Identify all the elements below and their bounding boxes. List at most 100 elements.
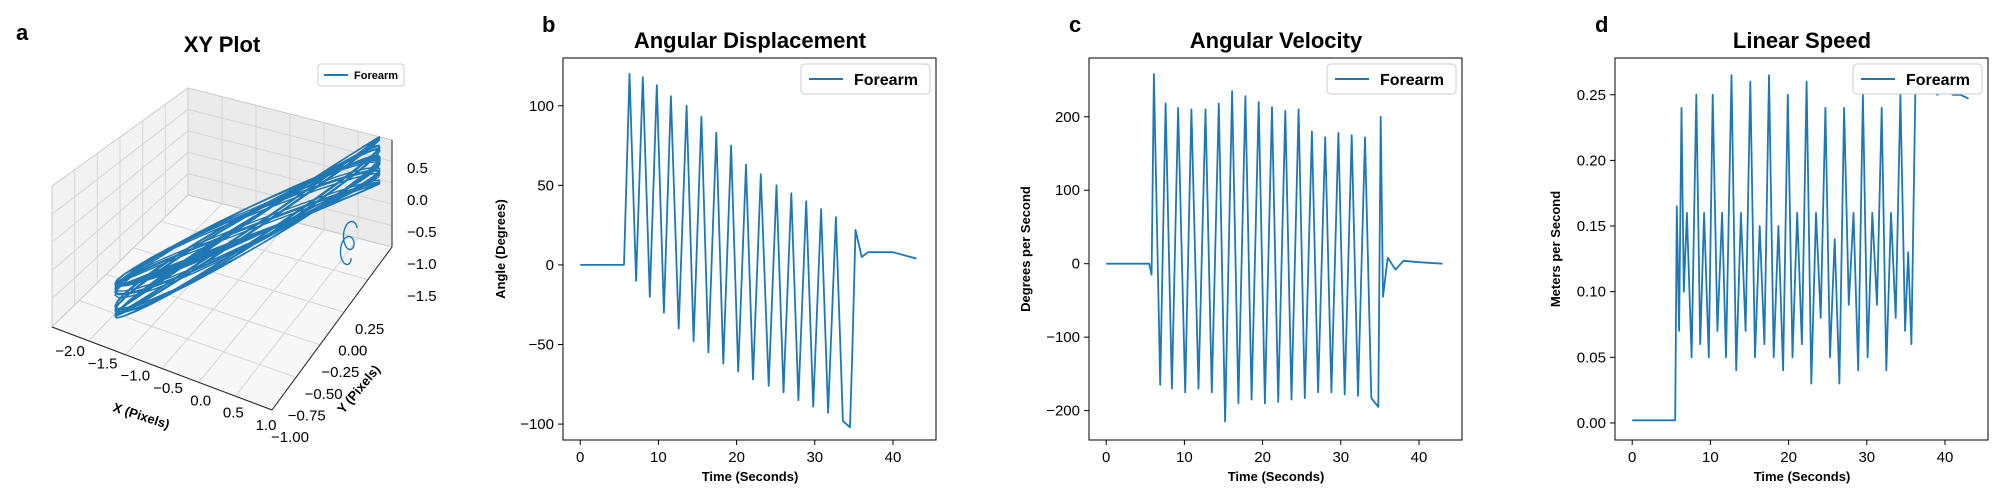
panel-a-gridline — [51, 151, 189, 271]
panel-a-ztick-label: 0.0 — [407, 192, 428, 209]
panel-c-ytick-label: −100 — [1046, 329, 1080, 346]
panel-a-ytick-label: 0.00 — [338, 343, 367, 360]
panel-a-gridline — [51, 109, 189, 215]
panel-a-xtick-label: −0.5 — [153, 380, 183, 397]
panel-d-ytick-label: 0.15 — [1577, 218, 1606, 235]
panel-a-ztick-label: −1.5 — [407, 288, 437, 305]
panel-d-xtick-label: 40 — [1937, 449, 1954, 466]
panel-b-xtick-label: 20 — [728, 449, 745, 466]
panel-b-legend-label: Forearm — [854, 72, 918, 89]
panel-d-xtick-label: 0 — [1628, 449, 1636, 466]
panel-a-xtick-label: 0.5 — [223, 405, 244, 422]
panel-b-xtick-label: 30 — [806, 449, 823, 466]
panel-a-gridline — [160, 220, 369, 281]
panel-d-ytick-label: 0.05 — [1577, 349, 1606, 366]
panel-d-ytick-label: 0.10 — [1577, 284, 1606, 301]
panel-a-trajectory — [114, 136, 381, 319]
panel-c-ytick-label: 0 — [1072, 256, 1080, 273]
panel-a-gridline — [161, 220, 291, 369]
panel-d-x-label: Time (Seconds) — [1754, 469, 1851, 484]
panel-b-y-label: Angle (Degrees) — [493, 199, 508, 299]
panel-b-plot-frame — [562, 57, 937, 441]
panel-c-ticks: 0 10 20 30 40 −200 −100 0 100 200 — [1046, 109, 1427, 466]
panel-c-title: Angular Velocity — [1190, 28, 1363, 53]
panel-a-xtick-label: −2.0 — [55, 343, 85, 360]
panel-c-xtick-label: 30 — [1332, 449, 1349, 466]
panel-a-xtick-label: −1.0 — [121, 368, 151, 385]
panel-d-legend: Forearm — [1852, 63, 1983, 95]
panel-d-ytick-label: 0.25 — [1577, 87, 1606, 104]
panel-c-angular-velocity: c Angular Velocity 0 10 20 30 40 −200 −100 0 100… — [1018, 12, 1463, 484]
panel-b-legend-box — [800, 63, 931, 95]
panel-b-series-forearm — [580, 73, 917, 429]
panel-c-series-forearm — [1106, 73, 1443, 423]
panel-c-legend: Forearm — [1326, 63, 1457, 95]
panel-c-x-label: Time (Seconds) — [1228, 469, 1325, 484]
panel-a-ytick-label: −1.00 — [271, 429, 309, 446]
panel-c-legend-label: Forearm — [1380, 72, 1444, 89]
panel-b-ytick-label: 100 — [529, 98, 554, 115]
panel-c-ytick-label: 200 — [1055, 109, 1080, 126]
panel-a-xtick-label: 0.0 — [190, 392, 211, 409]
panel-d-legend-box — [1852, 63, 1983, 95]
panel-a-gridline — [198, 229, 325, 383]
panel-b-forearm-line — [580, 73, 917, 429]
panel-a-y-axis-line — [271, 246, 393, 411]
panel-b-angular-displacement: b Angular Displacement 0 10 20 30 40−100−500… — [493, 12, 937, 484]
panel-c-letter: c — [1069, 12, 1081, 37]
panel-a-xtick-label: −1.5 — [88, 355, 118, 372]
panel-c-xtick-label: 10 — [1176, 449, 1193, 466]
panel-a-gridline — [51, 130, 189, 243]
panel-b-x-label: Time (Seconds) — [702, 469, 799, 484]
panel-c-y-label: Degrees per Second — [1018, 186, 1033, 312]
panel-d-y-label: Meters per Second — [1548, 191, 1563, 307]
panel-c-forearm-line — [1106, 73, 1443, 423]
panel-d-series-forearm — [1632, 74, 1969, 422]
panel-d-ticks: 0 10 20 30 40 0.00 0.05 0.10 0.15 0.20 0.25 — [1577, 87, 1954, 466]
panel-a-x-axis-line — [51, 326, 273, 411]
panel-a-legend-box — [317, 63, 405, 87]
panel-d-title: Linear Speed — [1733, 28, 1871, 53]
panel-a-legend: Forearm — [317, 63, 405, 87]
panel-a-forearm-line — [114, 136, 381, 319]
panel-c-xtick-label: 40 — [1411, 449, 1428, 466]
panel-a-ztick-label: 0.5 — [407, 160, 428, 177]
panel-c-ytick-label: 100 — [1055, 182, 1080, 199]
panel-d-xtick-label: 10 — [1702, 449, 1719, 466]
panel-d-xtick-label: 20 — [1780, 449, 1797, 466]
panel-d-legend-label: Forearm — [1906, 72, 1970, 89]
panel-b-ytick-label: −100 — [520, 416, 554, 433]
panel-a-ytick-label: 0.25 — [355, 321, 384, 338]
panel-d-plot-frame — [1614, 57, 1989, 441]
panel-b-ytick-label: 0 — [546, 257, 554, 274]
panel-b-xtick-label: 0 — [576, 449, 584, 466]
panel-a-xy-plot: a XY Plot −2.0−1.5−1.0−0.50.00.51.00.250… — [16, 20, 437, 446]
panel-c-xtick-label: 0 — [1102, 449, 1110, 466]
panel-a-tick-labels: −2.0−1.5−1.0−0.50.00.51.00.250.00−0.25−0… — [55, 160, 436, 446]
panel-c-xtick-label: 20 — [1254, 449, 1271, 466]
panel-c-legend-box — [1326, 63, 1457, 95]
panel-a-xtick-label: 1.0 — [256, 417, 277, 434]
panel-b-xtick-label: 10 — [650, 449, 667, 466]
panel-d-xtick-label: 30 — [1858, 449, 1875, 466]
panel-a-x-label: X (Pixels) — [111, 400, 171, 432]
panel-a-axes — [51, 140, 393, 411]
panel-b-title: Angular Displacement — [634, 28, 867, 53]
panel-d-forearm-line — [1632, 74, 1969, 422]
panel-a-gridline — [187, 151, 393, 205]
panel-a-gridline — [106, 273, 321, 346]
panel-a-gridline — [51, 173, 189, 300]
panel-a-ytick-label: −0.25 — [321, 364, 359, 381]
panel-d-ytick-label: 0.20 — [1577, 152, 1606, 169]
panel-b-ytick-label: −50 — [529, 337, 554, 354]
panel-a-ztick-label: −1.0 — [407, 256, 437, 273]
panel-d-ytick-label: 0.00 — [1577, 415, 1606, 432]
panel-b-ticks: 0 10 20 30 40 −100 −50 0 50 100 — [520, 98, 901, 466]
panel-a-legend-label: Forearm — [354, 70, 398, 82]
panel-a-title: XY Plot — [184, 32, 261, 57]
panel-a-forearm-loop — [339, 220, 358, 266]
panel-b-ytick-label: 50 — [537, 177, 554, 194]
panel-d-linear-speed: d Linear Speed 0 10 20 30 40 0.00 0.05 0.10 0.15… — [1548, 12, 1989, 484]
panel-b-xtick-label: 40 — [885, 449, 902, 466]
